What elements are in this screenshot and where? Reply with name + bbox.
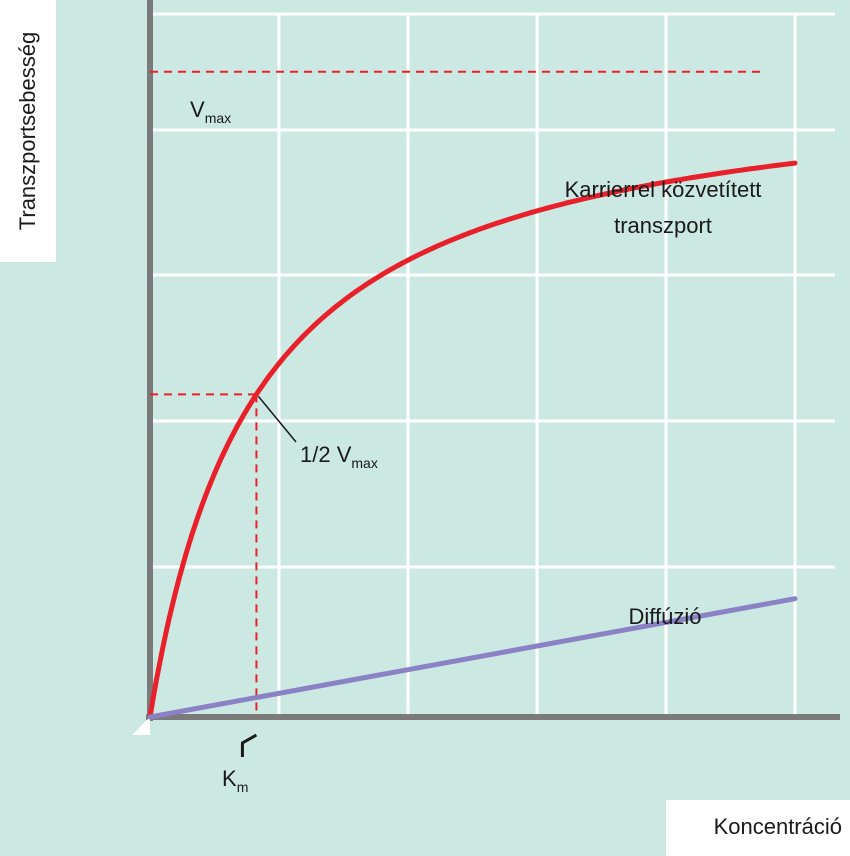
half-vmax-label: 1/2 Vmax [300, 442, 378, 471]
labels: Vmax 1/2 Vmax Km Karrierrel közvetített tran… [190, 97, 761, 795]
y-axis-label-box: Transzportsebesség [0, 0, 56, 262]
grid [150, 12, 835, 717]
carrier-series-label-line-2: transzport [614, 213, 712, 238]
carrier-curve [147, 160, 798, 720]
km-marker [240, 733, 258, 757]
km-label: Km [222, 766, 248, 795]
diffusion-series-label: Diffúzió [629, 604, 702, 629]
carrier-series-label-line-1: Karrierrel közvetített [565, 177, 762, 202]
half-vmax-leader [257, 395, 297, 443]
axes [132, 0, 840, 735]
axis-corner [132, 717, 150, 735]
vmax-label: Vmax [190, 97, 231, 126]
x-axis-label: Koncentráció [713, 814, 842, 839]
series [147, 160, 798, 720]
x-axis-label-box: Koncentráció [666, 800, 850, 856]
diffusion-line [147, 596, 798, 720]
guides [150, 70, 760, 757]
